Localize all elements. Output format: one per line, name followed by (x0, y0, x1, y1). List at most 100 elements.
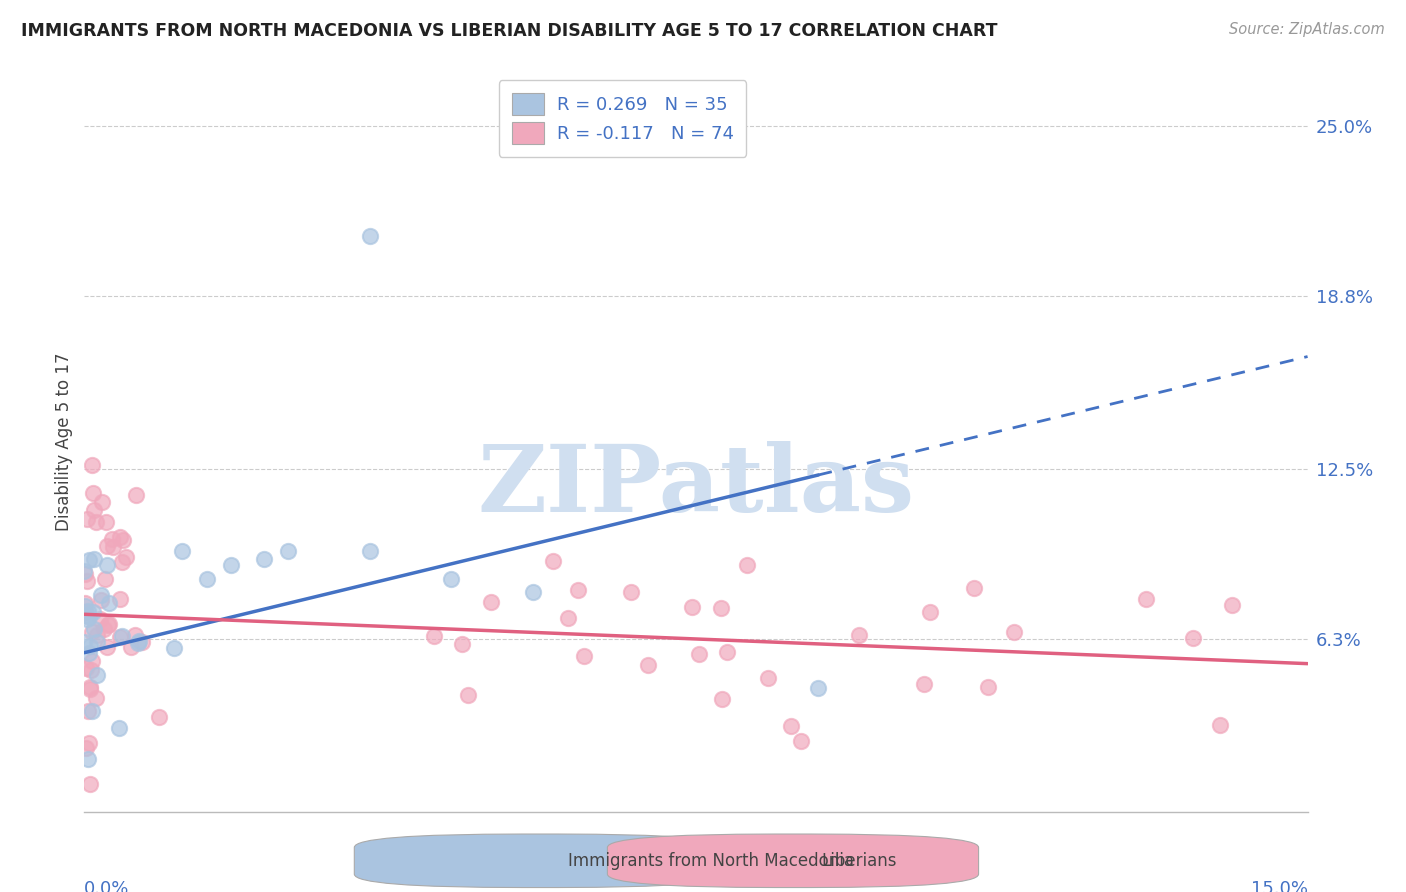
Point (73, 635, 96, 649)
Point (111, 629, 134, 643)
Text: ZIPatlas: ZIPatlas (478, 441, 914, 531)
Point (124, 628, 146, 642)
Point (807, 681, 830, 696)
Point (848, 628, 870, 642)
Point (76, 574, 98, 589)
Point (77, 610, 100, 624)
Point (1135, 592, 1157, 607)
Point (124, 488, 146, 502)
Point (82, 486, 104, 500)
Point (359, 228, 381, 243)
Legend: R = 0.269   N = 35, R = -0.117   N = 74: R = 0.269 N = 35, R = -0.117 N = 74 (499, 80, 747, 157)
Point (711, 692, 734, 706)
Point (195, 572, 218, 586)
Point (77, 553, 100, 567)
Point (77, 736, 100, 750)
FancyBboxPatch shape (354, 834, 725, 888)
Point (790, 733, 813, 747)
Point (716, 645, 738, 659)
Point (79, 680, 101, 694)
Point (756, 671, 779, 685)
Point (572, 648, 595, 663)
Point (567, 582, 589, 597)
Point (115, 549, 138, 564)
Point (108, 721, 131, 735)
Point (76, 512, 98, 526)
Point (522, 585, 544, 599)
Point (80, 625, 103, 640)
Point (83, 503, 105, 517)
Point (96, 540, 118, 554)
Point (111, 555, 134, 569)
Point (83, 622, 105, 636)
Point (80, 663, 103, 677)
Point (541, 554, 564, 568)
Y-axis label: Disability Age 5 to 17: Disability Age 5 to 17 (55, 352, 73, 531)
Point (77, 704, 100, 718)
Point (86, 667, 108, 681)
Point (688, 647, 710, 661)
Point (80, 654, 103, 668)
Point (423, 629, 446, 643)
Point (75, 605, 97, 619)
Point (75, 608, 97, 623)
Point (709, 600, 731, 615)
Point (86, 628, 108, 642)
Point (73, 596, 96, 610)
Point (101, 540, 124, 554)
Point (82, 606, 104, 620)
Point (96, 640, 118, 655)
Point (84, 515, 107, 529)
Point (479, 595, 502, 609)
Point (780, 719, 803, 733)
Point (86, 691, 108, 706)
FancyBboxPatch shape (607, 834, 979, 888)
Point (94, 572, 117, 586)
Point (108, 630, 131, 644)
Point (963, 582, 986, 596)
Point (90, 592, 112, 607)
Text: 0.0%: 0.0% (84, 880, 129, 892)
Point (110, 530, 132, 544)
Point (79, 681, 101, 696)
Point (253, 552, 276, 566)
Point (450, 637, 472, 651)
Point (457, 688, 479, 702)
Point (101, 532, 124, 546)
Point (77, 646, 100, 660)
Point (77, 752, 100, 766)
Point (120, 640, 142, 654)
Point (73, 599, 96, 613)
Point (1182, 631, 1205, 645)
Point (80, 458, 103, 472)
Point (75, 740, 97, 755)
Point (912, 677, 935, 691)
Point (440, 572, 463, 586)
Point (557, 610, 579, 624)
Text: Source: ZipAtlas.com: Source: ZipAtlas.com (1229, 22, 1385, 37)
Point (97, 618, 120, 632)
Point (219, 558, 242, 572)
Point (90, 588, 112, 602)
Point (1220, 599, 1243, 613)
Point (73, 605, 96, 619)
Point (172, 544, 194, 558)
Point (89, 612, 111, 626)
Point (96, 558, 118, 573)
Text: 15.0%: 15.0% (1250, 880, 1308, 892)
Point (79, 639, 101, 653)
Point (1002, 624, 1025, 639)
Point (83, 551, 105, 566)
Point (637, 657, 659, 672)
Point (277, 544, 299, 558)
Point (681, 599, 703, 614)
Point (148, 710, 170, 724)
Point (111, 533, 134, 548)
Point (94, 515, 117, 529)
Point (97, 616, 120, 631)
Point (93, 622, 115, 636)
Point (359, 544, 381, 558)
Point (73, 566, 96, 581)
Point (735, 558, 758, 573)
Point (127, 636, 149, 650)
